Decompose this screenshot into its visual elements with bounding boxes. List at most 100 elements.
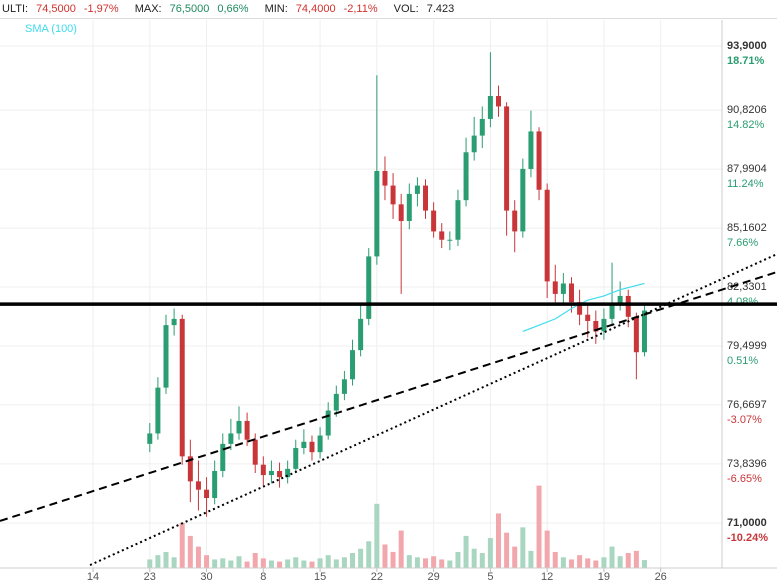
volume-bar [390,551,396,568]
candle-body [285,468,291,478]
y-tick-label: 76,6697 [727,399,767,411]
legend-entry: SMA (100) [25,23,77,35]
volume-bar [268,560,274,568]
x-tick-label: 12 [541,571,553,583]
volume-bar [163,551,169,568]
candle-body [625,295,631,317]
x-tick-label: 29 [427,571,439,583]
volume-bar [212,559,218,568]
candle-body [536,131,542,190]
candle-body [301,441,307,449]
field-value: 74,4000 [295,3,336,15]
y-tick-change: -10.24% [727,532,768,544]
volume-bar [585,558,591,568]
candle-body [552,281,558,294]
candle-body [609,304,615,319]
volume-bar [617,556,623,568]
y-tick-label: 90,8206 [727,104,767,116]
field-label: VOL: [393,3,419,15]
y-tick-change: 7.66% [727,237,758,249]
volume-bar [431,556,437,568]
candle-body [463,152,469,201]
volume-bar [568,559,574,568]
candle-body [406,193,412,221]
candle-body [544,189,550,282]
y-tick-change: -6.65% [727,473,762,485]
candle-body [252,439,258,465]
volume-bar [277,561,283,568]
candle-body [520,168,526,232]
volume-bar [495,513,501,568]
volume-bar [341,557,347,568]
volume-bar [447,560,453,568]
x-tick-label: 15 [314,571,326,583]
candle-body [504,106,510,211]
candle-body [333,393,339,411]
volume-bar [285,559,291,568]
field-change: 0,66% [217,3,249,15]
y-tick-change: -3.07% [727,414,762,426]
field-label: ULTI: [2,3,29,15]
y-tick-label: 71,0000 [727,517,767,529]
candle-body [228,433,234,444]
candle-body [398,204,404,221]
candle-body [366,256,372,319]
volume-bar [228,560,234,568]
quote-field: VOL: 7.423 [394,0,455,18]
candle-body [633,316,639,353]
candle-body [244,420,250,440]
volume-bar [179,523,185,568]
volume-bar [309,561,315,568]
volume-bar [593,560,599,568]
volume-bar [187,535,193,568]
candle-body [577,302,583,315]
volume-bar [147,559,153,568]
volume-bar [601,557,607,568]
volume-bar [479,553,485,568]
candle-body [179,318,185,457]
candle-body [309,441,315,453]
volume-bar [220,558,226,568]
candle-body [236,420,242,434]
candle-body [293,448,299,469]
volume-bar [244,561,250,568]
candle-body [268,470,274,476]
candle-body [374,171,380,257]
volume-bar [577,555,583,568]
candle-body [382,171,388,186]
volume-bar [358,548,364,568]
x-tick-label: 14 [87,571,99,583]
candle-body [358,318,364,351]
volume-bar [171,557,177,568]
candle-body [593,320,599,332]
candle-body [325,410,331,436]
candle-body [560,283,566,294]
candle-body [568,283,574,303]
volume-bar [520,527,526,568]
field-change: -2,11% [343,3,378,15]
volume-bar [633,550,639,568]
candle-body [423,185,429,211]
candle-body [195,481,201,490]
volume-bar [236,556,242,568]
candle-body [171,318,177,326]
x-tick-label: 26 [655,571,667,583]
volume-bar [609,546,615,568]
candle-body [431,210,437,232]
volume-bar [398,530,404,568]
volume-bar [204,555,210,568]
quote-field: MAX: 76,5000 0,66% [135,0,249,18]
candle-body [487,96,493,119]
volume-bar [260,558,266,568]
field-label: MIN: [264,3,288,15]
volume-bar [293,557,299,568]
candle-body [495,96,501,107]
sma-line [522,282,645,332]
volume-bar [406,555,412,568]
volume-bar [325,555,331,568]
candle-body [528,131,534,169]
y-tick-label: 79,4999 [727,340,767,352]
candle-body [220,443,226,471]
trendline [89,253,777,566]
